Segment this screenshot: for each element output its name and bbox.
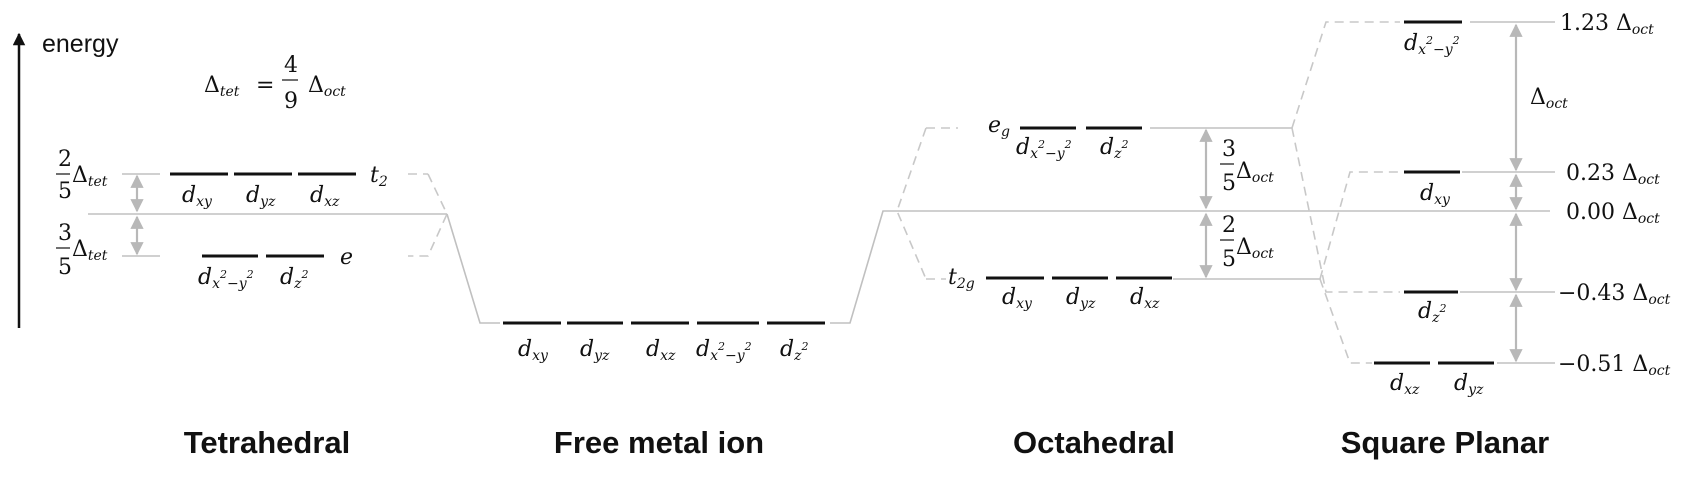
energy-value: −0.51 Δoct <box>1558 352 1671 379</box>
orbital-label: dxy <box>1002 285 1033 312</box>
level-label-t2g: t2g <box>948 265 975 292</box>
svg-text:Δtet: Δtet <box>204 73 240 100</box>
orbital-label: dz2 <box>1100 135 1128 162</box>
svg-text:5: 5 <box>58 255 72 280</box>
svg-text:4: 4 <box>284 53 298 78</box>
title-square-planar: Square Planar <box>1341 425 1549 460</box>
square-planar-group: dx2−y2 dxy dz2 dxz dyz Δoct 1.23 Δoct 0.… <box>1374 11 1671 398</box>
free-ion-group: dxy dyz dxz dx2−y2 dz2 <box>503 321 825 364</box>
svg-text:Δoct: Δoct <box>1236 159 1274 186</box>
title-free-metal-ion: Free metal ion <box>554 425 764 460</box>
connector-lines <box>88 21 1555 364</box>
energy-gap-arrows <box>130 23 1523 363</box>
orbital-label: dyz <box>246 183 276 210</box>
energy-axis-label: energy <box>42 30 119 58</box>
orbital-label: dxz <box>1390 371 1420 398</box>
energy-value: 0.00 Δoct <box>1566 200 1660 227</box>
orbital-label: dz2 <box>280 265 308 292</box>
orbital-label: dxz <box>646 337 676 364</box>
orbital-label: dxy <box>182 183 213 210</box>
svg-text:5: 5 <box>1222 171 1236 196</box>
orbital-label: dxy <box>1420 181 1451 208</box>
svg-text:Δtet: Δtet <box>72 237 108 264</box>
orbital-label: dz2 <box>1418 299 1446 326</box>
orbital-label: dx2−y2 <box>1016 135 1072 162</box>
energy-value: 0.23 Δoct <box>1566 161 1660 188</box>
svg-text:=: = <box>256 73 274 98</box>
energy-value: 1.23 Δoct <box>1560 11 1654 38</box>
svg-text:2: 2 <box>1222 213 1236 238</box>
title-octahedral: Octahedral <box>1013 425 1175 460</box>
svg-text:Δoct: Δoct <box>308 73 346 100</box>
orbital-label: dx2−y2 <box>696 337 752 364</box>
svg-text:9: 9 <box>284 89 298 114</box>
level-label-eg: eg <box>988 113 1010 140</box>
octahedral-group: eg dx2−y2 dz2 t2g dxy dyz dxz 3 5 Δoct 2… <box>948 113 1274 312</box>
level-label-e: e <box>340 245 353 270</box>
svg-text:3: 3 <box>1222 137 1236 162</box>
orbital-label: dxz <box>310 183 340 210</box>
orbital-label: dyz <box>580 337 610 364</box>
orbital-label: dyz <box>1066 285 1096 312</box>
svg-text:5: 5 <box>1222 247 1236 272</box>
orbital-label: dx2−y2 <box>198 265 254 292</box>
svg-text:3: 3 <box>58 221 72 246</box>
tetrahedral-formula: Δtet = 4 9 Δoct <box>204 53 346 114</box>
orbital-label: dxz <box>1130 285 1160 312</box>
tetrahedral-group: dxy dyz dxz t2 dx2−y2 dz2 e 2 5 Δtet 3 5… <box>56 147 388 292</box>
svg-text:2: 2 <box>58 147 72 172</box>
energy-value: −0.43 Δoct <box>1558 281 1671 308</box>
gap-label: Δoct <box>1530 85 1568 112</box>
svg-text:Δoct: Δoct <box>1236 235 1274 262</box>
svg-text:Δtet: Δtet <box>72 163 108 190</box>
title-tetrahedral: Tetrahedral <box>184 425 351 460</box>
orbital-label: dz2 <box>780 337 808 364</box>
svg-text:5: 5 <box>58 179 72 204</box>
orbital-label: dxy <box>518 337 549 364</box>
orbital-label: dyz <box>1454 371 1484 398</box>
orbital-label: dx2−y2 <box>1404 31 1460 58</box>
level-label-t2: t2 <box>370 163 388 190</box>
